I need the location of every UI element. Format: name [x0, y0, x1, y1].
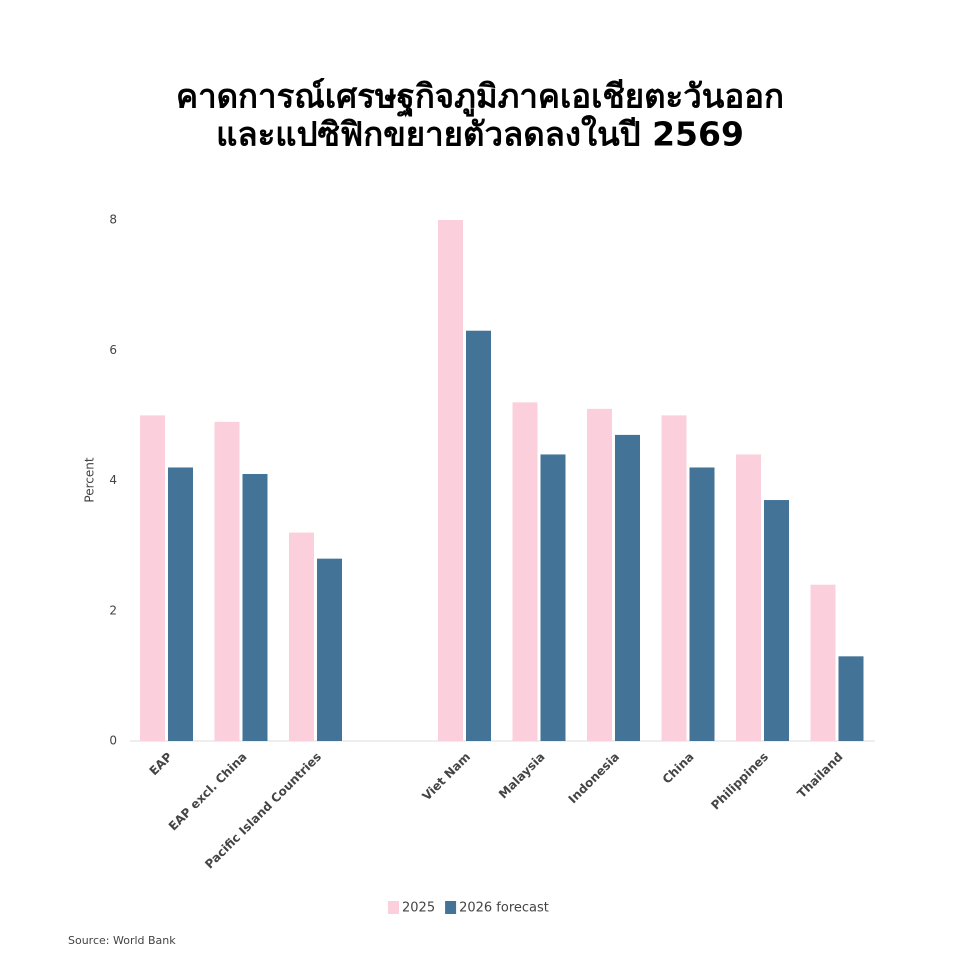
y-tick-label: 4	[109, 473, 117, 487]
x-tick-label: Viet Nam	[419, 750, 473, 804]
bar	[736, 454, 761, 741]
bar	[838, 656, 864, 741]
x-tick-label: Philippines	[708, 750, 771, 813]
x-tick-label: Indonesia	[566, 750, 622, 806]
bar	[466, 330, 491, 741]
bar	[512, 402, 538, 741]
y-tick-label: 8	[109, 213, 117, 227]
x-tick-label: China	[660, 750, 697, 787]
legend-swatch	[388, 901, 399, 914]
x-tick-label: Malaysia	[496, 750, 548, 802]
bar	[289, 532, 314, 741]
x-tick-label: Thailand	[794, 750, 845, 801]
bar	[764, 500, 789, 741]
bar	[168, 467, 193, 741]
bar	[689, 467, 715, 741]
bar	[615, 434, 640, 741]
x-tick-label: EAP	[147, 750, 176, 779]
y-tick-label: 2	[109, 603, 117, 617]
chart-title: คาดการณ์เศรษฐกิจภูมิภาคเอเชียตะวันออก	[176, 77, 784, 118]
bar	[214, 421, 240, 741]
legend-swatch	[445, 901, 457, 914]
y-axis-label: Percent	[83, 457, 97, 502]
y-tick-label: 6	[109, 343, 117, 357]
bar	[242, 473, 268, 741]
chart-title: และแปซิฟิกขยายตัวลดลงในปี 2569	[216, 115, 744, 154]
source: Source: World Bank	[68, 934, 176, 947]
bar	[317, 558, 342, 741]
bar	[661, 415, 687, 741]
bar	[810, 584, 836, 741]
bar	[587, 408, 612, 741]
bar	[540, 454, 566, 741]
legend-label: 2025	[402, 901, 435, 916]
bar	[438, 220, 463, 741]
bar	[140, 415, 165, 741]
legend-label: 2026 forecast	[459, 901, 549, 916]
x-tick-label: EAP excl. China	[166, 750, 250, 834]
y-tick-label: 0	[109, 734, 117, 748]
